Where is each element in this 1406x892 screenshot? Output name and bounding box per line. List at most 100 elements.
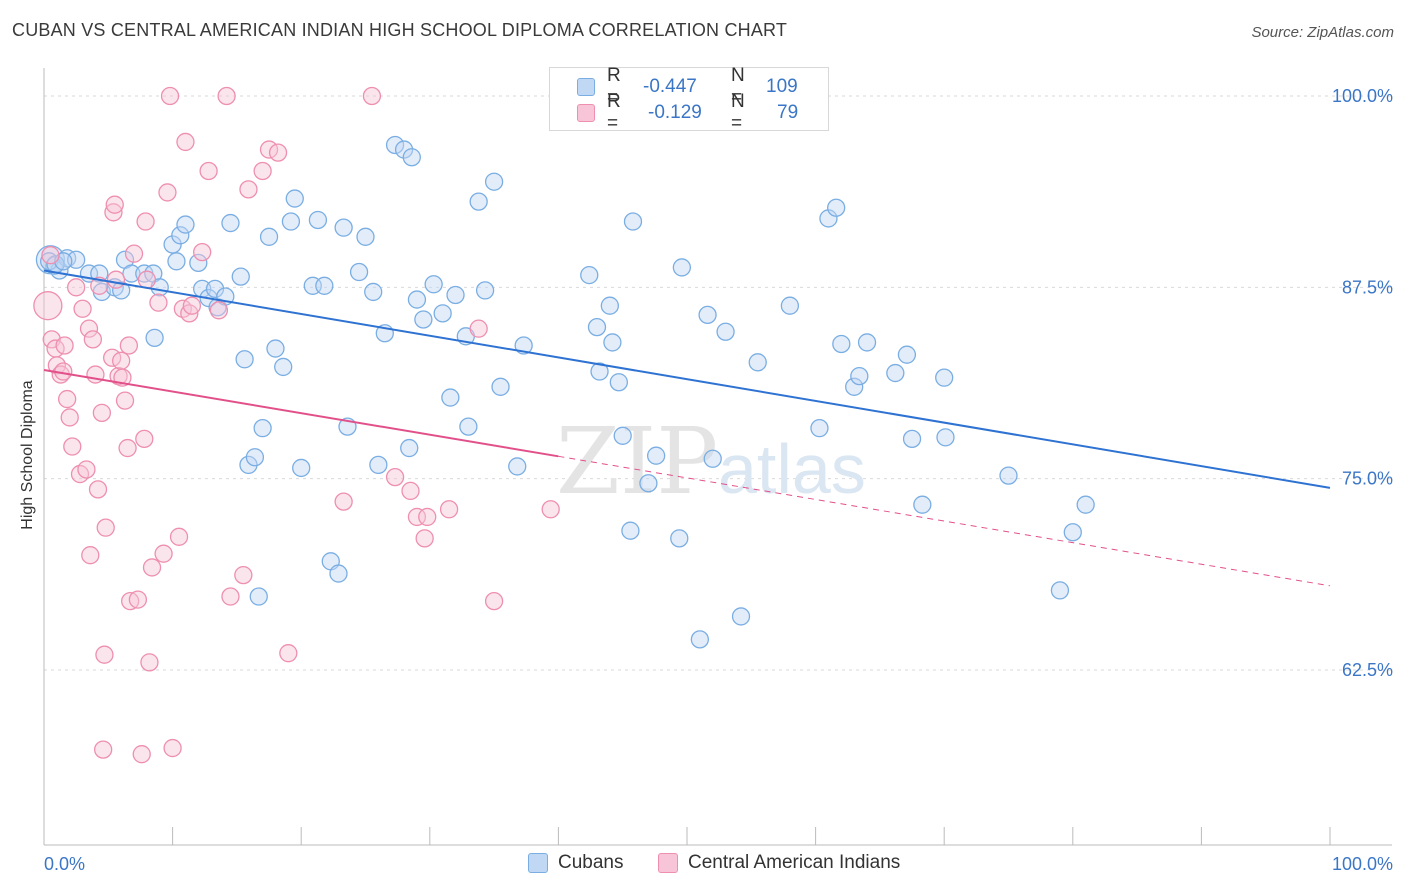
central-american-indians-point <box>484 591 504 611</box>
central-american-indians-point <box>253 161 272 181</box>
series-legend: Cubans Central American Indians <box>0 852 1406 878</box>
central-american-indians-point <box>137 270 157 289</box>
cubans-point <box>780 296 800 315</box>
cubans-point <box>122 264 141 283</box>
central-american-indians-point <box>132 745 151 764</box>
central-american-indians-point <box>209 301 229 320</box>
cubans-point <box>235 350 254 369</box>
cubans-point <box>274 357 293 377</box>
cubans-point <box>469 192 488 211</box>
cubans-point <box>176 215 195 234</box>
cubans-point <box>639 474 658 493</box>
central-american-indians-point <box>118 438 137 458</box>
cubans-point <box>827 198 846 217</box>
cubans-point <box>1076 495 1095 514</box>
central-american-indians-point <box>104 203 123 222</box>
cubans-point <box>857 333 877 352</box>
central-american-indians-point <box>95 645 114 664</box>
cubans-point <box>266 339 285 358</box>
cubans-point <box>621 521 640 540</box>
central-american-indians-point <box>105 195 124 214</box>
central-american-indians-point <box>57 389 77 409</box>
central-american-indians-point <box>83 330 103 349</box>
central-american-indians-point <box>63 437 82 456</box>
central-american-indians-point <box>128 590 148 609</box>
watermark-atlas: atlas <box>718 430 866 508</box>
central-american-indians-point <box>149 293 168 312</box>
cubans-point <box>329 564 348 583</box>
central-american-indians-point <box>55 336 74 355</box>
cubans-point <box>402 148 421 167</box>
cubans-point <box>163 235 182 254</box>
cubans-point <box>491 377 510 396</box>
cubans-swatch <box>577 78 595 96</box>
cubans-point <box>936 428 955 447</box>
cubans-point <box>459 417 478 436</box>
cubans-point <box>1063 523 1082 542</box>
cubans-point <box>850 366 869 386</box>
cubans-point <box>400 438 419 458</box>
cubans-point <box>913 495 932 514</box>
cubans-point <box>703 449 722 468</box>
cubans-point <box>245 448 265 467</box>
cubans-point <box>364 282 383 302</box>
cubans-point <box>369 455 388 475</box>
cubans-point <box>603 333 622 352</box>
central-american-indians-point <box>96 518 115 537</box>
cubans-point <box>886 363 905 383</box>
cubans-point <box>292 458 311 478</box>
central-american-indians-point <box>418 507 437 527</box>
cubans-point <box>259 227 279 246</box>
cubans-point <box>112 281 131 300</box>
legend-item-central-american-indians[interactable]: Central American Indians <box>658 852 900 874</box>
central-american-indians-point <box>217 86 236 106</box>
central-american-indians-point <box>119 336 139 355</box>
y-tick-label: 75.0% <box>1342 469 1393 489</box>
chart-title: CUBAN VS CENTRAL AMERICAN INDIAN HIGH SC… <box>12 20 788 40</box>
cubans-point <box>623 212 643 231</box>
central-american-indians-point <box>92 403 112 422</box>
central-american-indians-legend-swatch <box>658 853 678 873</box>
central-american-indians-point <box>158 183 177 202</box>
n-value: 79 <box>777 102 799 123</box>
cubans-point <box>845 377 864 396</box>
cubans-point <box>334 218 353 237</box>
central-american-indians-point <box>112 351 131 370</box>
central-american-indians-point <box>73 299 92 318</box>
central-american-indians-point <box>154 544 173 563</box>
cubans-point <box>600 296 619 315</box>
central-american-indians-point <box>439 500 459 519</box>
central-american-indians-point <box>67 278 86 297</box>
central-american-indians-point <box>334 492 353 511</box>
central-american-indians-point <box>279 644 298 663</box>
cubans-point <box>999 466 1018 485</box>
central-american-indians-trend-line <box>43 369 559 458</box>
central-american-indians-point <box>81 546 100 565</box>
central-american-indians-point <box>182 296 202 315</box>
central-american-indians-point <box>79 319 99 338</box>
central-american-indians-point <box>94 740 113 759</box>
cubans-point <box>690 630 710 649</box>
r-label: R = <box>607 65 621 108</box>
central-american-indians-point <box>41 246 60 265</box>
cubans-point <box>385 135 405 155</box>
cubans-point <box>672 258 692 277</box>
legend-label-central-american-indians: Central American Indians <box>688 852 901 873</box>
cubans-point <box>205 279 225 299</box>
cubans-point <box>394 140 414 159</box>
central-american-indians-point <box>415 529 434 548</box>
cubans-point <box>935 368 954 387</box>
legend-item-cubans[interactable]: Cubans <box>528 852 624 874</box>
cubans-point <box>508 457 527 476</box>
central-american-indians-point <box>541 500 560 519</box>
watermark-zip: ZIP <box>556 408 718 515</box>
central-american-indians-point <box>193 242 212 262</box>
central-american-indians-point <box>142 558 162 577</box>
cubans-point <box>231 267 250 286</box>
cubans-point <box>285 189 304 208</box>
central-american-indians-point <box>401 481 420 501</box>
cubans-point <box>171 226 190 245</box>
y-tick-label: 100.0% <box>1332 86 1393 106</box>
cubans-point <box>349 262 369 282</box>
central-american-indians-point <box>199 161 218 181</box>
